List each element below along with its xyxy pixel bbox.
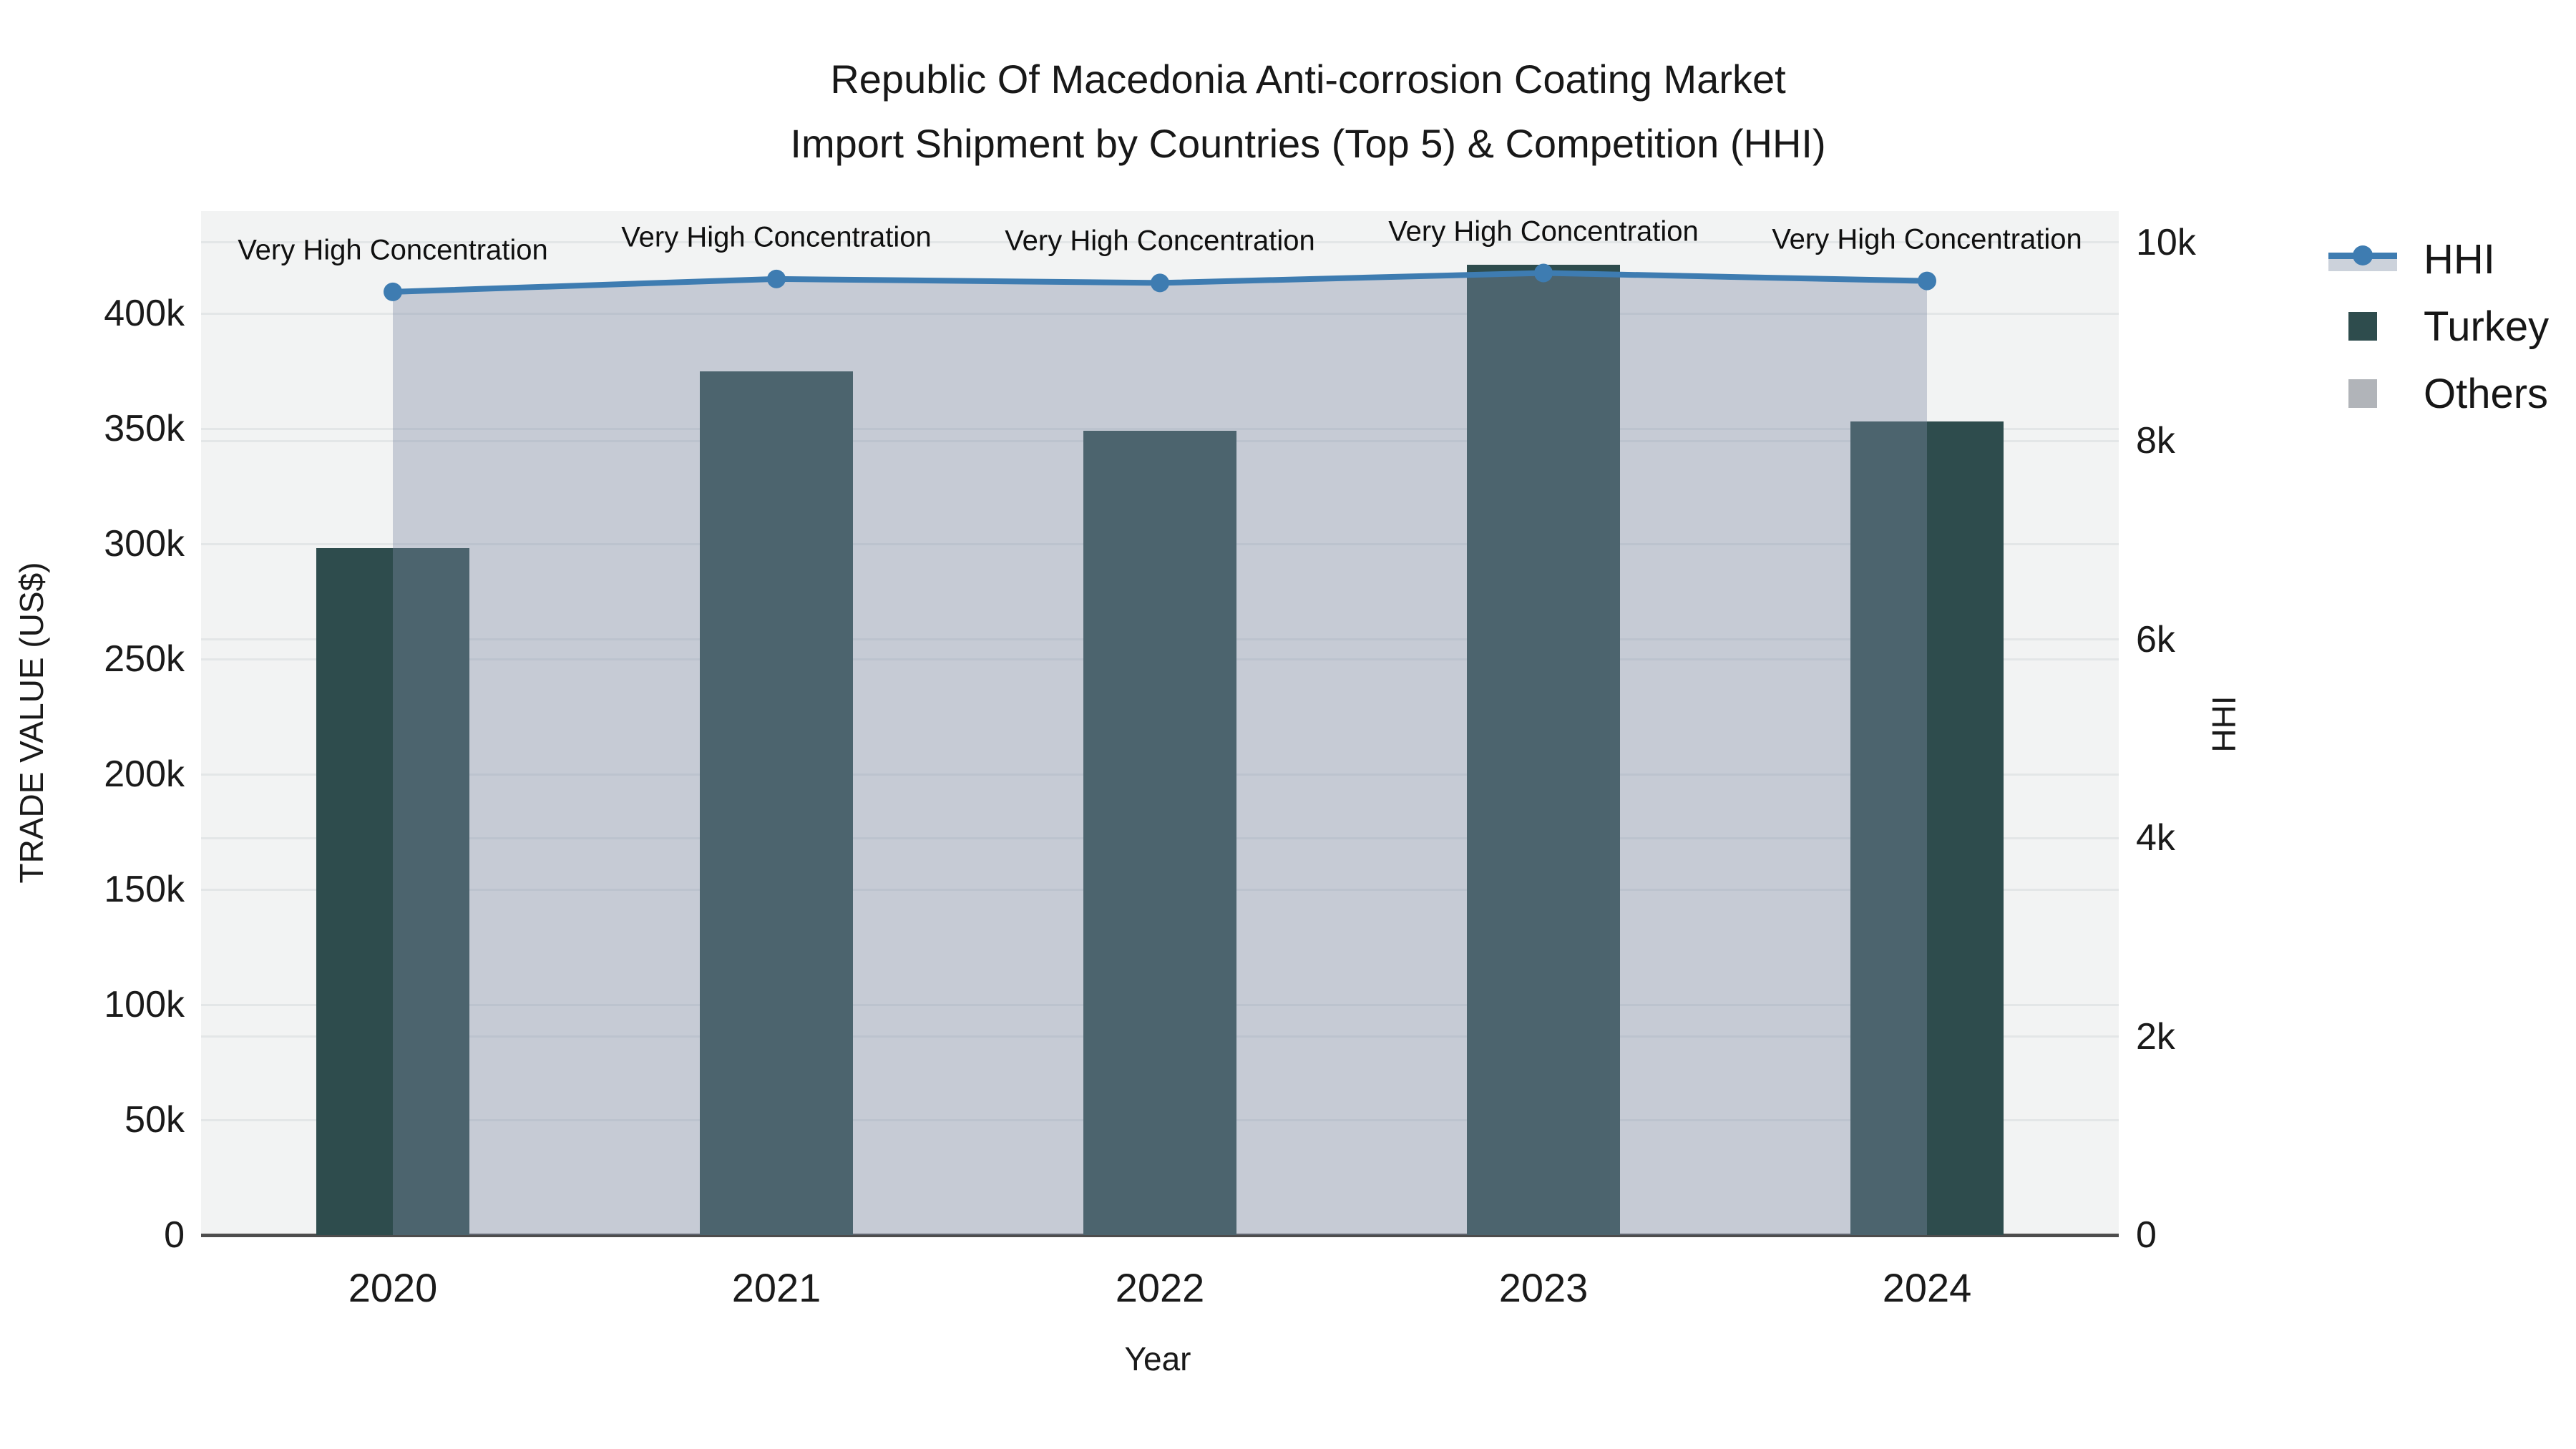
bar-turkey-2022[interactable] xyxy=(1083,431,1236,1235)
legend-swatch-others xyxy=(2348,379,2377,408)
xtick-2023: 2023 xyxy=(1498,1265,1589,1310)
plot-area: Very High Concentration Very High Concent… xyxy=(201,211,2119,1235)
ytick-left-100k: 100k xyxy=(104,984,185,1025)
ytick-left-150k: 150k xyxy=(104,869,185,910)
bar-turkey-2023[interactable] xyxy=(1467,265,1620,1235)
x-axis-title: Year xyxy=(1124,1340,1191,1377)
y-axis-left-title: TRADE VALUE (US$) xyxy=(13,562,50,884)
xtick-2020: 2020 xyxy=(348,1265,438,1310)
xtick-2021: 2021 xyxy=(731,1265,821,1310)
ytick-right-2k: 2k xyxy=(2136,1015,2175,1058)
ytick-left-200k: 200k xyxy=(104,753,185,795)
legend-swatch-turkey xyxy=(2348,312,2377,341)
legend: HHI Turkey Others xyxy=(2321,235,2550,417)
annotation-2022: Very High Concentration xyxy=(1005,225,1315,257)
ytick-left-0: 0 xyxy=(164,1214,185,1256)
annotation-2024: Very High Concentration xyxy=(1772,223,2082,255)
chart-title-line1: Republic Of Macedonia Anti-corrosion Coa… xyxy=(830,57,1786,102)
annotation-2023: Very High Concentration xyxy=(1388,215,1699,247)
bar-turkey-2021[interactable] xyxy=(700,371,853,1235)
chart-title: Republic Of Macedonia Anti-corrosion Coa… xyxy=(790,47,1825,176)
legend-hhi-line-sample xyxy=(2328,243,2397,275)
legend-others-marker-column xyxy=(2321,379,2405,408)
xtick-2022: 2022 xyxy=(1115,1265,1205,1310)
annotation-2021: Very High Concentration xyxy=(621,221,932,253)
gridline-right-10k xyxy=(201,241,2119,243)
ytick-right-0: 0 xyxy=(2136,1214,2157,1256)
annotation-2020: Very High Concentration xyxy=(238,234,548,266)
ytick-right-10k: 10k xyxy=(2136,221,2196,263)
ytick-left-250k: 250k xyxy=(104,638,185,680)
chart-title-line2: Import Shipment by Countries (Top 5) & C… xyxy=(790,121,1826,166)
legend-label-others: Others xyxy=(2424,370,2549,417)
gridline-left-400k xyxy=(201,312,2119,315)
legend-label-hhi: HHI xyxy=(2424,235,2495,283)
legend-item-turkey[interactable]: Turkey xyxy=(2321,303,2550,350)
annotation-layer: Very High Concentration Very High Concent… xyxy=(201,211,2119,1235)
ytick-right-6k: 6k xyxy=(2136,618,2175,660)
ytick-left-300k: 300k xyxy=(104,523,185,565)
legend-label-turkey: Turkey xyxy=(2424,303,2550,350)
ytick-left-400k: 400k xyxy=(104,293,185,334)
legend-turkey-marker-column xyxy=(2321,312,2405,341)
gridline-left-350k xyxy=(201,427,2119,430)
ytick-right-8k: 8k xyxy=(2136,420,2175,462)
legend-hhi-marker-dot-icon xyxy=(2353,245,2373,265)
bar-layer xyxy=(201,211,2119,1235)
legend-item-others[interactable]: Others xyxy=(2321,370,2549,417)
ytick-right-4k: 4k xyxy=(2136,817,2175,859)
bar-turkey-2020[interactable] xyxy=(316,548,469,1235)
legend-hhi-marker-column xyxy=(2321,243,2405,275)
bar-turkey-2024[interactable] xyxy=(1850,421,2004,1235)
y-axis-right-title: HHI xyxy=(2205,696,2243,753)
ytick-left-350k: 350k xyxy=(104,408,185,449)
xtick-2024: 2024 xyxy=(1882,1265,1972,1310)
x-axis-line xyxy=(201,1234,2119,1237)
legend-item-hhi[interactable]: HHI xyxy=(2321,235,2549,283)
ytick-left-50k: 50k xyxy=(125,1099,185,1141)
